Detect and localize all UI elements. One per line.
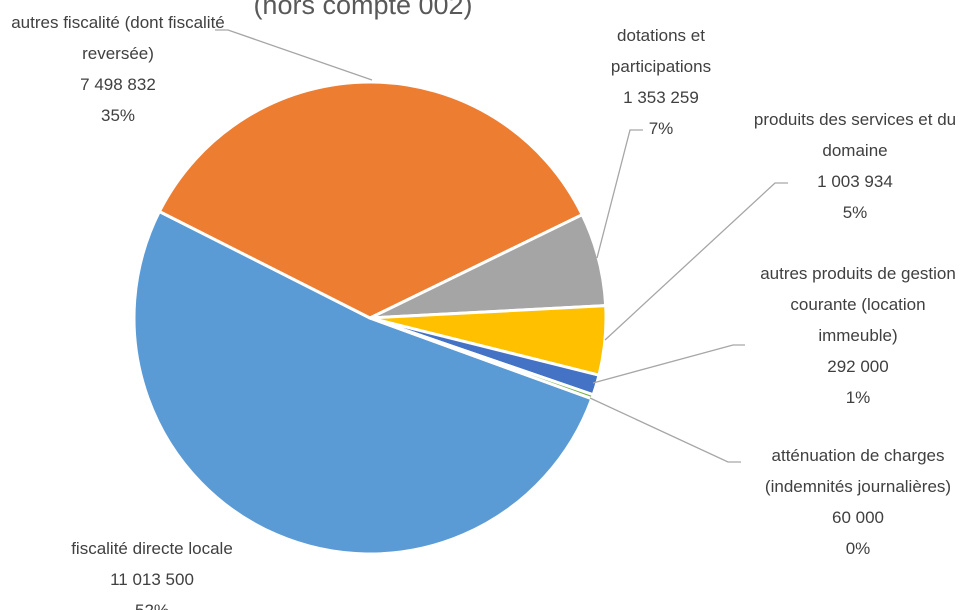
value-label: 292 000 — [827, 357, 889, 376]
value-label: 11 013 500 — [110, 570, 194, 589]
data-label: fiscalité directe locale 11 013 500 52% — [32, 533, 272, 610]
leader-line — [604, 182, 788, 341]
pie-slice — [132, 209, 594, 556]
percent-label: 35% — [100, 106, 136, 125]
data-label: autres fiscalité (dont fiscalité reversé… — [11, 7, 226, 131]
leader-line — [589, 397, 741, 463]
value-label: 1 353 259 — [623, 88, 699, 107]
data-label: autres produits de gestion courante (loc… — [758, 258, 958, 413]
data-label: produits des services et du domaine 1 003… — [735, 104, 973, 228]
value-label: 7 498 832 — [80, 75, 156, 94]
percent-label: 5% — [842, 203, 868, 222]
value-label: 60 000 — [832, 508, 884, 527]
category-label: dotations et participations — [610, 26, 712, 76]
category-label: atténuation de charges (indemnités journ… — [764, 446, 952, 496]
chart-title: (hors compte 002) — [253, 0, 472, 20]
percent-label: 52% — [32, 595, 272, 610]
category-label: fiscalité directe locale — [71, 539, 233, 558]
pie-slice — [157, 80, 584, 320]
leader-line — [215, 29, 373, 81]
category-label: autres produits de gestion courante (loc… — [760, 264, 956, 345]
percent-label: 1% — [845, 388, 871, 407]
data-label: atténuation de charges (indemnités journ… — [741, 440, 973, 564]
data-label: dotations et participations 1 353 259 7% — [591, 20, 731, 144]
percent-label: 0% — [845, 539, 871, 558]
percent-label: 7% — [648, 119, 674, 138]
value-label: 1 003 934 — [817, 172, 893, 191]
leader-line — [592, 344, 745, 384]
category-label: produits des services et du domaine — [753, 110, 957, 160]
leader-line — [596, 129, 643, 259]
category-label: autres fiscalité (dont fiscalité reversé… — [11, 13, 225, 63]
